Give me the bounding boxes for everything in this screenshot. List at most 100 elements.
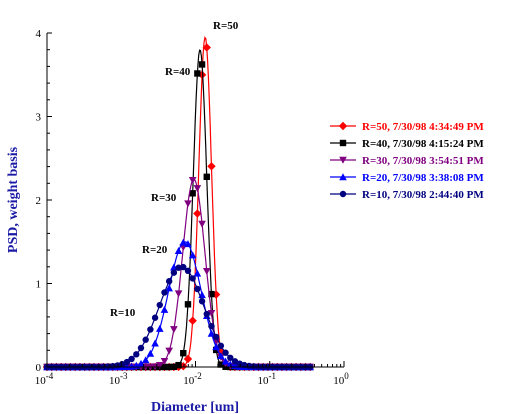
data-point	[133, 351, 140, 358]
legend-marker	[339, 173, 347, 181]
data-point	[193, 209, 202, 218]
data-point	[208, 290, 215, 298]
series-line	[47, 178, 311, 368]
series-line	[47, 49, 311, 368]
data-point	[161, 289, 168, 296]
data-point	[184, 301, 192, 308]
data-point	[203, 173, 210, 181]
data-point	[184, 267, 192, 275]
series-4	[43, 263, 314, 371]
data-point	[202, 43, 211, 52]
x-tick-label-1: 10-3	[109, 371, 128, 387]
legend-label: R=40, 7/30/98 4:15:24 PM	[362, 138, 484, 150]
legend-marker	[339, 190, 347, 198]
series-3	[43, 238, 314, 371]
legend: R=50, 7/30/98 4:34:49 PM R=40, 7/30/98 4:…	[330, 121, 484, 201]
y-tick-label-4: 4	[36, 28, 42, 40]
series-0	[42, 36, 315, 372]
x-tick-label-3: 10-1	[258, 371, 277, 387]
annotation-r30: R=30	[151, 192, 177, 204]
y-tick-label-2: 2	[36, 195, 42, 207]
series-line	[47, 36, 311, 368]
y-axis-title: PSD, weight basis	[6, 146, 21, 253]
data-point	[128, 355, 135, 363]
series-line	[47, 241, 311, 368]
data-point	[222, 349, 229, 356]
legend-marker	[339, 156, 347, 164]
data-point	[184, 240, 192, 248]
legend-label: R=10, 7/30/98 2:44:40 PM	[362, 189, 484, 201]
data-point	[147, 326, 154, 333]
data-point	[141, 356, 150, 364]
series-1	[43, 49, 314, 371]
data-point	[212, 343, 220, 351]
data-point	[194, 285, 201, 293]
data-point	[217, 342, 225, 349]
data-point	[165, 347, 173, 355]
annotation-r50: R=50	[213, 20, 239, 32]
legend-item-0: R=50, 7/30/98 4:34:49 PM	[330, 121, 484, 133]
series-2	[43, 176, 314, 371]
legend-label: R=20, 7/30/98 3:38:08 PM	[362, 172, 484, 184]
data-point	[175, 264, 182, 271]
data-point	[212, 333, 220, 341]
data-point	[174, 290, 183, 298]
data-point	[170, 269, 178, 276]
data-point	[226, 360, 235, 368]
data-point	[217, 361, 225, 368]
annotation-r10: R=10	[110, 307, 136, 319]
data-point	[179, 238, 188, 246]
data-point	[180, 263, 187, 271]
data-point	[227, 354, 234, 361]
data-point	[155, 362, 164, 370]
data-point	[208, 322, 215, 330]
legend-item-3: R=20, 7/30/98 3:38:08 PM	[330, 172, 484, 184]
data-point	[151, 339, 159, 347]
legend-marker	[339, 139, 347, 147]
data-point	[217, 352, 225, 360]
data-point	[188, 176, 197, 184]
data-point	[198, 298, 206, 305]
data-point	[146, 349, 155, 357]
data-point	[193, 269, 202, 277]
series-line	[47, 266, 311, 368]
data-point	[207, 162, 216, 171]
x-tick-label-4: 100	[333, 371, 349, 387]
data-point	[160, 305, 169, 313]
data-point	[137, 344, 145, 352]
data-point	[189, 275, 196, 282]
legend-item-4: R=10, 7/30/98 2:44:40 PM	[330, 189, 484, 201]
data-point	[142, 336, 149, 343]
data-point	[202, 267, 211, 275]
data-point	[188, 316, 197, 325]
data-point	[189, 190, 196, 197]
data-point	[207, 329, 216, 337]
y-tick-label-1: 1	[36, 279, 42, 291]
legend-item-1: R=40, 7/30/98 4:15:24 PM	[330, 138, 484, 150]
data-point	[183, 354, 193, 364]
data-point	[198, 61, 206, 68]
y-tick-label-0: 0	[36, 362, 42, 374]
legend-label: R=50, 7/30/98 4:34:49 PM	[362, 121, 484, 133]
data-point	[170, 326, 178, 334]
data-point	[165, 278, 173, 285]
y-tick-label-3: 3	[36, 112, 42, 124]
data-point	[193, 185, 202, 193]
legend-label: R=30, 7/30/98 3:54:51 PM	[362, 155, 484, 167]
data-point	[180, 350, 187, 357]
annotation-r20: R=20	[142, 244, 168, 256]
data-point	[151, 314, 159, 321]
data-point	[137, 359, 145, 367]
data-point	[165, 284, 173, 292]
data-point	[188, 251, 197, 259]
data-point	[160, 357, 169, 365]
legend-marker	[338, 121, 348, 131]
data-point	[198, 220, 206, 228]
curve-annotations: R=50 R=40 R=30 R=20 R=10	[110, 20, 239, 319]
annotation-r40: R=40	[165, 66, 191, 78]
data-point	[155, 324, 164, 332]
data-point	[184, 200, 192, 208]
data-point	[207, 310, 216, 318]
data-point	[174, 247, 183, 255]
